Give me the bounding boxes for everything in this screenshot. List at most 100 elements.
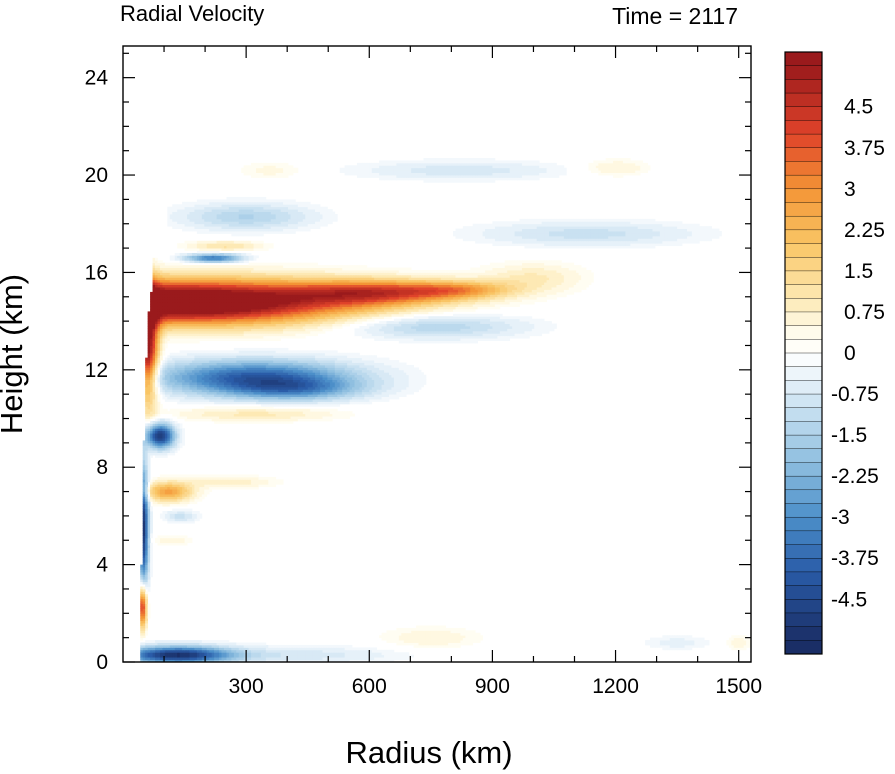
field-cell — [260, 379, 264, 383]
field-cell — [260, 476, 264, 480]
field-cell — [342, 394, 346, 397]
field-cell — [364, 399, 368, 402]
field-cell — [302, 362, 306, 366]
field-cell — [270, 481, 274, 485]
field-cell — [268, 413, 272, 417]
field-cell — [145, 377, 149, 380]
field-cell — [201, 649, 205, 653]
field-cell — [344, 652, 348, 656]
field-cell — [440, 637, 444, 641]
field-cell — [147, 382, 151, 385]
field-cell — [236, 406, 240, 410]
field-cell — [145, 472, 149, 475]
field-cell — [347, 357, 350, 361]
field-cell — [172, 435, 176, 439]
field-cell — [216, 352, 220, 356]
field-cell — [356, 657, 360, 660]
field-cell — [310, 355, 314, 359]
field-cell — [147, 403, 151, 407]
field-cell — [174, 503, 178, 507]
field-cell — [273, 369, 277, 373]
field-cell — [398, 372, 402, 376]
field-cell — [196, 476, 200, 480]
field-cell — [243, 654, 247, 658]
field-cell — [283, 403, 286, 407]
field-cell — [265, 377, 269, 380]
field-cell — [177, 652, 181, 656]
field-cell — [684, 647, 688, 651]
field-cell — [374, 364, 378, 368]
field-cell — [406, 374, 410, 378]
field-cell — [184, 489, 188, 492]
field-cell — [145, 369, 149, 373]
field-cell — [172, 484, 176, 488]
field-cell — [177, 391, 181, 395]
field-cell — [182, 386, 185, 390]
field-cell — [164, 491, 168, 495]
field-cell — [184, 399, 188, 402]
field-cell — [359, 396, 363, 400]
field-cell — [169, 369, 173, 373]
field-cell — [184, 379, 188, 383]
field-cell — [726, 640, 730, 643]
field-cell — [142, 591, 146, 595]
field-cell — [682, 640, 685, 643]
field-cell — [440, 640, 444, 643]
field-cell — [255, 420, 259, 424]
field-cell — [155, 433, 158, 436]
field-cell — [349, 647, 353, 651]
field-cell — [297, 399, 301, 402]
field-cell — [172, 428, 176, 432]
field-cell — [251, 479, 254, 483]
field-cell — [317, 644, 321, 648]
field-cell — [374, 396, 378, 400]
field-cell — [403, 632, 407, 636]
field-cell — [317, 649, 321, 653]
field-cell — [290, 369, 294, 373]
field-cell — [300, 369, 304, 373]
field-cell — [238, 386, 242, 390]
field-cell — [182, 513, 185, 517]
field-cell — [258, 654, 262, 658]
field-cell — [258, 357, 262, 361]
field-cell — [416, 389, 419, 393]
field-cell — [238, 484, 242, 488]
field-cell — [253, 379, 257, 383]
field-cell — [391, 367, 395, 371]
field-cell — [199, 654, 203, 658]
field-cell — [339, 357, 343, 361]
field-cell — [233, 399, 237, 402]
field-cell — [201, 484, 205, 488]
field-cell — [265, 369, 269, 373]
field-cell — [302, 369, 306, 373]
field-cell — [253, 411, 257, 415]
field-cell — [172, 352, 176, 356]
field-cell — [253, 355, 257, 359]
field-cell — [253, 481, 257, 485]
field-cell — [305, 394, 309, 397]
field-cell — [159, 355, 163, 359]
field-cell — [228, 379, 232, 383]
field-cell — [393, 396, 397, 400]
field-cell — [322, 652, 326, 656]
field-cell — [278, 413, 282, 417]
field-cell — [147, 530, 151, 534]
field-cell — [145, 515, 149, 519]
field-cell — [145, 455, 149, 458]
field-cell — [273, 481, 277, 485]
field-cell — [184, 518, 188, 522]
field-cell — [288, 364, 291, 368]
field-cell — [248, 652, 252, 656]
field-cell — [169, 418, 173, 422]
field-cell — [258, 394, 262, 397]
field-cell — [265, 384, 269, 388]
field-cell — [167, 396, 171, 400]
field-cell — [393, 394, 397, 397]
field-cell — [393, 360, 397, 363]
field-cell — [150, 491, 153, 495]
field-cell — [223, 413, 227, 417]
field-cell — [246, 364, 249, 368]
field-cell — [445, 644, 449, 648]
field-cell — [182, 411, 185, 415]
field-cell — [307, 367, 311, 371]
